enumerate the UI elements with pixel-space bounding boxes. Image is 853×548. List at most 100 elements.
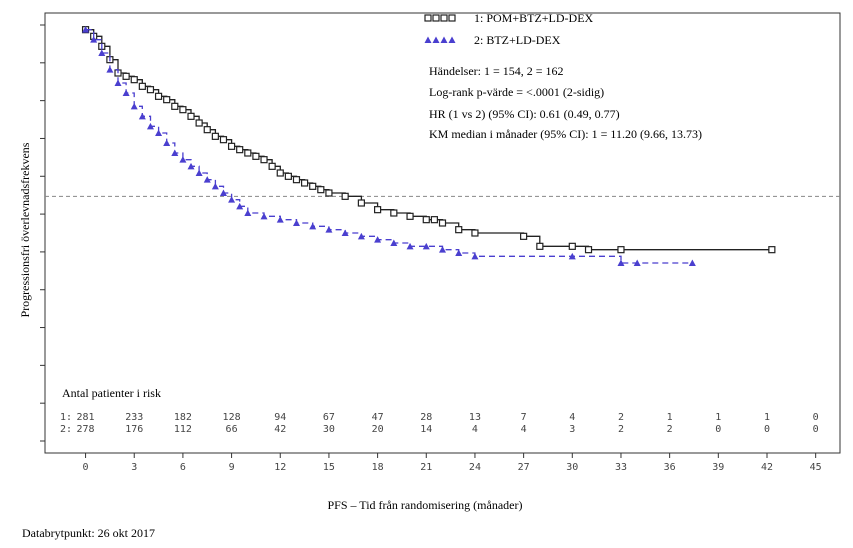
series-2-point [617, 259, 625, 266]
series-1-point [276, 169, 284, 177]
series-1-point [357, 199, 365, 207]
series-1-point [203, 126, 211, 134]
series-2-point [633, 259, 641, 266]
risk-count: 4 [521, 424, 527, 435]
annotation-events: Händelser: 1 = 154, 2 = 162 [429, 64, 564, 78]
x-tick-label: 9 [229, 462, 235, 473]
series-1-point [455, 226, 463, 234]
series-1-point [768, 246, 776, 254]
series-1-point [438, 219, 447, 227]
risk-count: 176 [125, 424, 143, 435]
series-1-point [227, 142, 236, 150]
series-2-point [98, 49, 106, 56]
risk-row-label: 2: [60, 424, 72, 435]
series-1-point [520, 232, 528, 240]
risk-row-label: 1: [60, 412, 72, 423]
series-2-point [203, 176, 211, 183]
series-1-point [317, 186, 325, 194]
risk-count: 66 [226, 424, 238, 435]
risk-count: 4 [472, 424, 478, 435]
risk-count: 7 [521, 412, 527, 423]
risk-count: 182 [174, 412, 192, 423]
series-1-point [584, 246, 593, 254]
legend-marker [448, 36, 456, 43]
series-2-point [341, 229, 349, 236]
series-2-line [85, 29, 693, 264]
legend-marker [432, 36, 440, 43]
x-tick-label: 0 [83, 462, 89, 473]
risk-table-title: Antal patienter i risk [62, 386, 161, 400]
series-1-point [179, 106, 187, 114]
series-2-point [171, 149, 179, 156]
risk-count: 20 [372, 424, 384, 435]
y-axis-title: Progressionsfri överlevnadsfrekvens [18, 142, 32, 317]
series-1-point [163, 96, 171, 104]
x-tick-label: 27 [518, 462, 530, 473]
series-2-point [244, 209, 252, 216]
series-2-point [146, 122, 154, 130]
series-2-point [195, 169, 203, 176]
x-tick-label: 6 [180, 462, 186, 473]
series-2-point [163, 139, 171, 146]
series-1-point [300, 179, 309, 187]
series-1-point [211, 132, 219, 140]
series-1-point [268, 162, 276, 170]
risk-count: 47 [372, 412, 384, 423]
x-tick-label: 39 [712, 462, 724, 473]
risk-count: 94 [274, 412, 286, 423]
annotation-km-median: KM median i månader (95% CI): 1 = 11.20 … [429, 127, 702, 141]
series-1-point [536, 242, 544, 250]
series-2-point [439, 246, 446, 253]
risk-count: 2 [618, 412, 624, 423]
series-1-point [325, 189, 333, 197]
series-2-point [260, 212, 268, 220]
legend-marker [432, 14, 440, 22]
series-2-point [276, 216, 284, 223]
risk-count: 14 [420, 424, 432, 435]
series-2-point [138, 112, 146, 120]
series-1-point [374, 206, 382, 214]
legend-marker [440, 36, 448, 43]
series-1-point [130, 76, 138, 84]
series-2-point [406, 242, 414, 250]
series-1-point [292, 176, 301, 184]
legend-label-2: 2: BTZ+LD-DEX [474, 33, 561, 47]
series-2 [82, 26, 696, 266]
series-2-point [455, 249, 463, 256]
series-2-point [390, 239, 398, 246]
series-2-point [422, 242, 430, 250]
series-2-point [568, 252, 576, 260]
series-2-point [106, 66, 114, 73]
series-1-point [568, 242, 576, 250]
annotation-hr: HR (1 vs 2) (95% CI): 0.61 (0.49, 0.77) [429, 107, 620, 121]
series-1-point [617, 246, 625, 254]
legend: 1: POM+BTZ+LD-DEX 2: BTZ+LD-DEX Händelser… [424, 11, 702, 141]
risk-count: 67 [323, 412, 335, 423]
series-1 [81, 26, 776, 254]
x-tick-label: 21 [420, 462, 432, 473]
series-1-point [171, 102, 179, 110]
plot-border [44, 12, 841, 454]
series-2-point [179, 156, 187, 163]
risk-count: 13 [469, 412, 481, 423]
risk-count: 2 [618, 424, 624, 435]
risk-count: 3 [569, 424, 575, 435]
risk-count: 0 [764, 424, 770, 435]
series-2-point [90, 36, 98, 43]
x-tick-label: 36 [664, 462, 676, 473]
series-1-point [309, 182, 317, 190]
series-1-point [252, 152, 260, 160]
risk-count: 1 [715, 412, 721, 423]
series-1-point [236, 146, 244, 154]
series-2-point [471, 252, 479, 260]
legend-marker [440, 14, 448, 22]
series-1-point [341, 192, 349, 200]
risk-count: 0 [715, 424, 721, 435]
series-1-point [260, 156, 268, 164]
x-axis: 0 3 6 9 12 15 18 21 24 27 30 33 36 39 42 45 [83, 453, 822, 473]
x-tick-label: 45 [810, 462, 822, 473]
risk-count: 278 [77, 424, 95, 435]
series-2-point [122, 89, 130, 96]
series-2-point [292, 219, 300, 226]
